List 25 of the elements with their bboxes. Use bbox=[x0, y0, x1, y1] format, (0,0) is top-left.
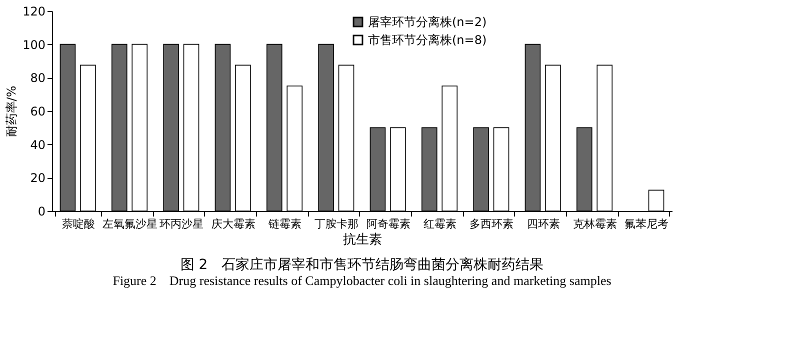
y-tick-label: 80 bbox=[30, 71, 46, 86]
y-tick-label: 20 bbox=[30, 171, 46, 186]
x-tick-label: 庆大霉素 bbox=[211, 218, 256, 230]
x-tick-label: 链霉素 bbox=[268, 218, 302, 230]
text: 图 2 石家庄市屠宰和市售环节结肠弯曲菌分离株耐药结果 bbox=[180, 257, 544, 273]
y-tick-label: 100 bbox=[22, 38, 46, 52]
x-tick-label: 克林霉素 bbox=[573, 218, 617, 230]
legend-label: 市售环节分离株(n=8) bbox=[368, 33, 487, 47]
x-tick-label: 四环素 bbox=[526, 218, 560, 230]
x-tick-label: 氟苯尼考 bbox=[624, 218, 669, 230]
text: Figure 2 Drug resistance results of Campylobacter coli in slaughtering and marketing samples bbox=[112, 273, 612, 288]
x-tick-label: 红霉素 bbox=[424, 218, 456, 230]
x-tick-label: 左氧氟沙星 bbox=[102, 218, 158, 230]
legend-label: 屠宰环节分离株(n=2) bbox=[368, 15, 487, 29]
y-tick-label: 0 bbox=[38, 204, 46, 218]
y-axis-title: 耐药率/% bbox=[4, 86, 19, 138]
x-tick-label: 环丙沙星 bbox=[160, 218, 204, 230]
y-tick-label: 40 bbox=[30, 138, 46, 152]
x-tick-label: 多西环素 bbox=[470, 218, 514, 230]
x-tick-label: 阿奇霉素 bbox=[366, 218, 410, 230]
y-tick-label: 60 bbox=[30, 104, 46, 118]
y-tick-label: 120 bbox=[22, 4, 46, 18]
x-tick-label: 萘啶酸 bbox=[62, 218, 95, 230]
x-axis-title: 抗生素 bbox=[343, 232, 382, 248]
x-tick-label: 丁胺卡那 bbox=[314, 218, 359, 230]
